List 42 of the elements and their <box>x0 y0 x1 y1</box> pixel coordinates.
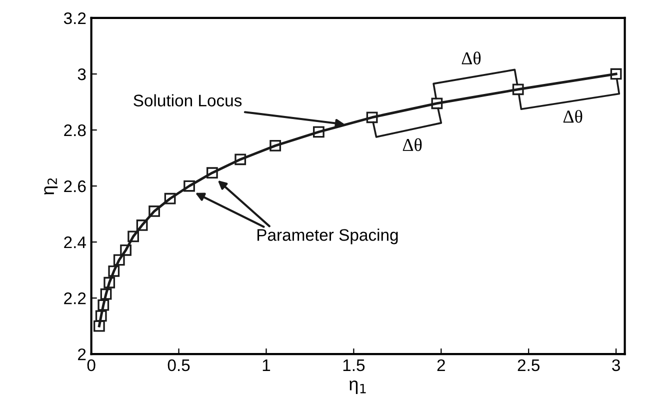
y-tick-label: 2.4 <box>64 236 86 248</box>
x-tick-label: 2 <box>437 359 445 371</box>
point <box>104 276 116 288</box>
point <box>94 320 105 332</box>
point <box>512 84 524 96</box>
x-tick-label: 2.5 <box>518 359 540 372</box>
point <box>366 112 378 124</box>
annotation: Δθ <box>402 138 422 152</box>
point <box>113 254 125 266</box>
y-tick-label: 2.6 <box>64 180 86 192</box>
point <box>98 299 110 311</box>
x-tick-label: 1 <box>262 360 270 371</box>
x-tick-label: 0.5 <box>168 359 190 372</box>
x-axis-title: η$_{1}$ <box>350 380 366 394</box>
y-tick-label: 2.8 <box>64 124 86 136</box>
point <box>270 140 282 152</box>
y-axis-title: η$_{2}$ <box>44 178 58 194</box>
y-tick-label: 3 <box>78 68 86 80</box>
x-tick-label: 3 <box>612 359 620 372</box>
x-tick-label: 0 <box>87 359 96 372</box>
point <box>95 310 107 322</box>
point <box>313 126 324 138</box>
point <box>610 68 622 80</box>
y-tick-label: 2.2 <box>64 292 86 304</box>
point <box>120 244 132 256</box>
point <box>100 288 112 300</box>
point <box>206 167 218 179</box>
point <box>234 154 246 166</box>
annotation: Solution Locus <box>134 94 242 106</box>
point <box>128 230 139 242</box>
annotation: Δθ <box>563 110 582 123</box>
point <box>136 220 148 231</box>
point <box>108 265 120 277</box>
point <box>164 192 176 204</box>
point <box>431 98 443 110</box>
y-tick-label: 2 <box>78 348 86 360</box>
annotation: Parameter Spacing <box>257 228 398 244</box>
annotation: Δθ <box>462 52 481 64</box>
point <box>148 206 160 217</box>
point <box>184 180 195 192</box>
x-tick-label: 1.5 <box>343 360 365 372</box>
y-tick-label: 3.2 <box>64 12 86 24</box>
